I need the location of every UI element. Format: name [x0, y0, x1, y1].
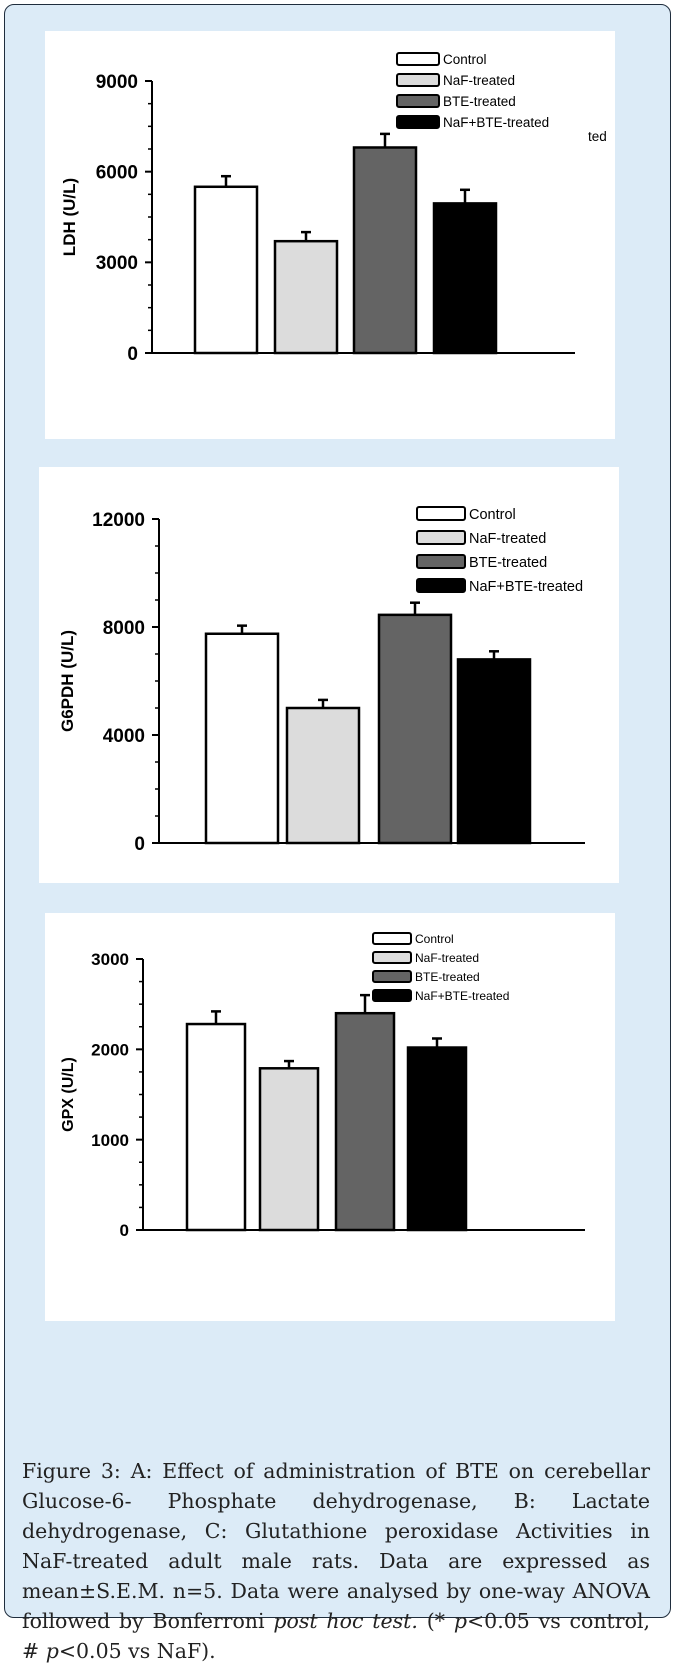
g6pdh-bar-naf-bte-treated [456, 658, 532, 845]
g6pdh-legend-label-naf-bte-treated: NaF+BTE-treated [469, 579, 583, 595]
gpx-bar-bte-treated [334, 1011, 396, 1232]
ldh-legend-swatch-naf-treated [396, 73, 440, 87]
chart-g6pdh: 0 4000 8000 12000 G6PDH (U/L) Control NaF-trea… [58, 506, 585, 855]
caption-lead: Figure 3: A: Effect of administration of… [22, 1459, 650, 1633]
chart-ldh: 0 3000 6000 9000 LDH (U/L) Control NaF-treated… [60, 52, 607, 365]
g6pdh-bar-naf-treated [285, 706, 361, 845]
caption-part4: <0.05 vs NaF). [58, 1639, 216, 1663]
gpx-legend-label-bte-treated: BTE-treated [415, 970, 480, 984]
chart-panel-ldh: 0 3000 6000 9000 LDH (U/L) Control NaF-treated… [45, 31, 615, 439]
g6pdh-y-tick-label: 12000 [92, 510, 145, 531]
caption-part2: (* [417, 1609, 454, 1633]
ldh-legend-swatch-naf-bte-treated [396, 115, 440, 129]
gpx-y-tick-label: 1000 [91, 1131, 129, 1150]
ldh-legend-label-naf-bte-treated: NaF+BTE-treated [443, 115, 549, 130]
g6pdh-legend-label-control: Control [469, 507, 516, 523]
g6pdh-legend-swatch-control [416, 506, 466, 521]
gpx-bar-control [185, 1022, 247, 1232]
chart-gpx: 0 1000 2000 3000 GPX (U/L) Control NaF-treated… [60, 932, 585, 1240]
ldh-legend-label-bte-treated: BTE-treated [443, 94, 516, 109]
ldh-legend-extra-text: ted [588, 129, 607, 144]
gpx-bar-naf-treated [258, 1067, 320, 1232]
g6pdh-y-tick-label: 8000 [103, 618, 145, 639]
gpx-legend-swatch-naf-bte-treated [372, 989, 412, 1002]
g6pdh-y-tick-label: 0 [134, 834, 145, 855]
g6pdh-y-tick-label: 4000 [103, 726, 145, 747]
gpx-bar-naf-bte-treated [406, 1046, 468, 1232]
ldh-y-tick-label: 6000 [96, 163, 138, 184]
ldh-y-axis-label: LDH (U/L) [60, 178, 79, 256]
g6pdh-legend-label-bte-treated: BTE-treated [469, 555, 547, 571]
ldh-bar-bte-treated [352, 146, 418, 355]
ldh-bar-control [193, 185, 259, 355]
gpx-legend-swatch-bte-treated [372, 970, 412, 983]
g6pdh-y-axis-label: G6PDH (U/L) [58, 630, 77, 732]
gpx-legend-label-naf-treated: NaF-treated [415, 951, 479, 965]
ldh-legend-label-control: Control [443, 52, 487, 67]
g6pdh-legend-swatch-naf-treated [416, 530, 466, 545]
chart-panel-gpx: 0 1000 2000 3000 GPX (U/L) Control NaF-treated… [45, 913, 615, 1321]
ldh-legend-swatch-control [396, 52, 440, 66]
g6pdh-bar-bte-treated [377, 613, 453, 845]
ldh-bar-naf-treated [273, 239, 339, 355]
gpx-y-tick-label: 0 [120, 1221, 129, 1240]
caption-italic-p2: p [45, 1639, 59, 1663]
ldh-bar-naf-bte-treated [432, 202, 498, 355]
ldh-y-tick-label: 0 [127, 344, 138, 365]
g6pdh-legend-swatch-naf-bte-treated [416, 578, 466, 593]
chart-panel-g6pdh: 0 4000 8000 12000 G6PDH (U/L) Control NaF-trea… [39, 467, 619, 883]
gpx-y-axis-label: GPX (U/L) [60, 1057, 77, 1132]
figure-frame: 0 3000 6000 9000 LDH (U/L) Control NaF-treated… [4, 4, 671, 1618]
ldh-y-tick-label: 3000 [96, 253, 138, 274]
gpx-legend-swatch-naf-treated [372, 951, 412, 964]
ldh-legend-swatch-bte-treated [396, 94, 440, 108]
gpx-legend-swatch-control [372, 932, 412, 945]
gpx-legend-label-control: Control [415, 932, 454, 946]
gpx-y-tick-label: 3000 [91, 950, 129, 969]
g6pdh-bar-control [204, 632, 280, 845]
gpx-y-tick-label: 2000 [91, 1040, 129, 1059]
caption-italic-p1: p [453, 1609, 467, 1633]
ldh-y-tick-label: 9000 [96, 72, 138, 93]
g6pdh-legend-label-naf-treated: NaF-treated [469, 531, 546, 547]
g6pdh-legend-swatch-bte-treated [416, 554, 466, 569]
gpx-legend-label-naf-bte-treated: NaF+BTE-treated [415, 989, 509, 1003]
ldh-legend-label-naf-treated: NaF-treated [443, 73, 515, 88]
caption-italic-post-hoc: post hoc test. [273, 1609, 418, 1633]
figure-caption: Figure 3: A: Effect of administration of… [22, 1456, 650, 1666]
